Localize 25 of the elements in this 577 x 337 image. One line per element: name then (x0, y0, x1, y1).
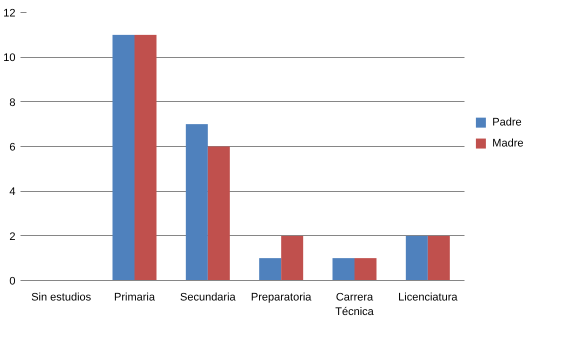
x-tick-label: Primaria (114, 292, 156, 304)
x-tick-label: Carrera Técnica (335, 292, 375, 318)
bar (332, 258, 354, 280)
bar (259, 258, 282, 280)
bar (428, 236, 450, 280)
y-tick-label: 6 (9, 142, 16, 154)
bar (134, 34, 156, 280)
y-tick-label: 4 (9, 186, 16, 198)
y-tick-label: 10 (3, 52, 16, 64)
bar (281, 236, 304, 280)
x-tick-label: Licenciatura (398, 292, 458, 304)
y-tick-label: 12 (3, 8, 16, 20)
y-tick-label: 2 (9, 230, 16, 243)
bar (406, 236, 428, 280)
x-tick-label: Sin estudios (31, 292, 92, 304)
x-tick-label: Secundaria (180, 292, 237, 304)
x-tick-label: Preparatoria (250, 292, 312, 304)
bar (354, 258, 376, 280)
y-tick-label: 0 (9, 276, 16, 288)
bar (186, 124, 208, 280)
y-tick-label: 8 (9, 96, 16, 109)
bar (208, 146, 230, 280)
legend-label: Padre (492, 116, 522, 129)
bar (112, 34, 134, 280)
legend-label: Madre (492, 138, 524, 150)
